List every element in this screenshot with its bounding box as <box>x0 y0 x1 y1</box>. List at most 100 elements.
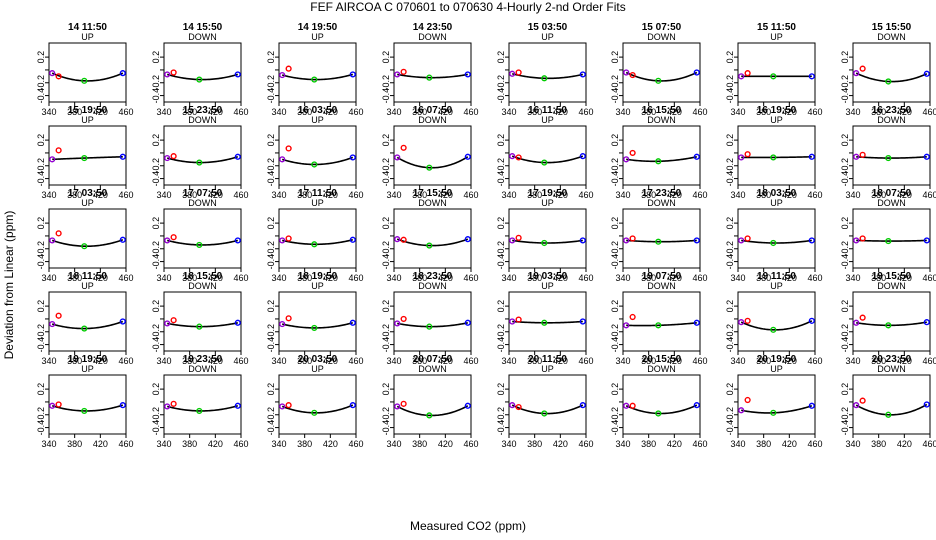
data-point <box>81 325 88 332</box>
y-tick-label: -0.4 <box>610 171 620 187</box>
data-point <box>119 318 126 325</box>
y-tick-label: 0.2 <box>36 134 46 147</box>
x-tick-label: 460 <box>348 439 363 449</box>
data-point <box>853 319 860 326</box>
x-tick-label: 340 <box>386 356 401 366</box>
panel-frame <box>48 208 127 269</box>
y-tick-label: -0.4 <box>496 88 506 104</box>
panel-direction-label: DOWN <box>877 32 906 42</box>
panel-frame <box>852 42 931 103</box>
fit-curve <box>626 155 697 163</box>
x-tick-label: 460 <box>578 107 593 117</box>
data-point <box>923 237 930 244</box>
data-point <box>164 320 171 327</box>
y-tick-label: -0.4 <box>610 420 620 436</box>
fit-curve <box>396 156 469 169</box>
data-point <box>509 318 516 325</box>
data-point <box>394 71 401 78</box>
y-tick-label: -0.4 <box>610 254 620 270</box>
y-tick-label: 0.2 <box>36 51 46 64</box>
x-tick-label: 460 <box>463 439 478 449</box>
data-point <box>885 154 892 162</box>
y-tick-label: 0.2 <box>36 383 46 396</box>
panel-frame <box>393 42 472 103</box>
data-point <box>655 410 662 417</box>
data-point <box>509 237 516 244</box>
x-tick-label: 460 <box>118 190 133 200</box>
data-point <box>55 230 62 237</box>
panel-frame <box>163 125 242 186</box>
data-point <box>808 317 815 324</box>
panel-frame <box>852 374 931 435</box>
x-tick-label: 420 <box>438 273 453 283</box>
data-point <box>923 153 930 160</box>
y-tick-label: 0.2 <box>725 217 735 230</box>
x-tick-label: 380 <box>412 356 427 366</box>
fit-curve <box>397 73 468 79</box>
x-tick-label: 340 <box>271 439 286 449</box>
data-point <box>744 235 751 242</box>
data-point <box>738 407 745 414</box>
panel-time-label: 15 03:50 <box>528 22 568 33</box>
y-tick-label: 0.2 <box>151 217 161 230</box>
y-tick-label: -0.2 <box>381 158 391 174</box>
x-tick-label: 460 <box>463 356 478 366</box>
fit-curve <box>511 404 584 415</box>
panel-time-label: 16 15:50 <box>642 105 682 116</box>
data-point <box>923 401 930 408</box>
y-tick-label: -0.2 <box>840 324 850 340</box>
y-tick-label: -0.2 <box>381 324 391 340</box>
panel-frame <box>393 125 472 186</box>
y-tick-label: 0.2 <box>381 300 391 313</box>
panel-direction-label: UP <box>81 115 94 125</box>
panel-direction-label: DOWN <box>418 198 447 208</box>
y-tick-label: 0.2 <box>610 300 620 313</box>
panel-time-label: 14 11:50 <box>68 22 107 33</box>
panel-direction-label: UP <box>81 198 94 208</box>
x-tick-label: 460 <box>233 273 248 283</box>
data-point <box>693 69 700 76</box>
panel-time-label: 19 07:50 <box>642 271 682 282</box>
y-tick-label: 0.2 <box>151 300 161 313</box>
data-point <box>394 236 401 243</box>
x-tick-label: 380 <box>756 439 771 449</box>
y-tick-label: -0.2 <box>266 407 276 423</box>
data-point <box>55 147 62 154</box>
panel-direction-label: DOWN <box>418 281 447 291</box>
x-tick-label: 460 <box>807 439 822 449</box>
data-point <box>541 239 548 247</box>
x-tick-label: 420 <box>93 190 108 200</box>
x-tick-label: 380 <box>641 439 656 449</box>
x-tick-label: 420 <box>438 356 453 366</box>
y-tick-label: -0.2 <box>725 75 735 91</box>
panel-direction-label: DOWN <box>647 198 676 208</box>
data-point <box>541 159 548 166</box>
data-point <box>81 407 88 415</box>
panel-frame <box>508 291 587 352</box>
y-tick-label: 0.2 <box>610 134 620 147</box>
data-point <box>693 319 700 326</box>
y-tick-label: -0.2 <box>36 407 46 423</box>
data-point <box>629 313 636 321</box>
data-point <box>579 153 586 160</box>
panel-direction-label: UP <box>541 281 554 291</box>
x-tick-label: 420 <box>897 356 912 366</box>
x-tick-label: 380 <box>67 107 82 117</box>
x-tick-label: 420 <box>667 273 682 283</box>
fit-curve <box>512 73 583 80</box>
x-tick-label: 420 <box>782 107 797 117</box>
y-tick-label: 0.2 <box>725 134 735 147</box>
x-tick-label: 340 <box>386 439 401 449</box>
panel-direction-label: DOWN <box>647 115 676 125</box>
x-tick-label: 340 <box>156 356 171 366</box>
data-point <box>808 153 815 160</box>
x-tick-label: 380 <box>871 190 886 200</box>
